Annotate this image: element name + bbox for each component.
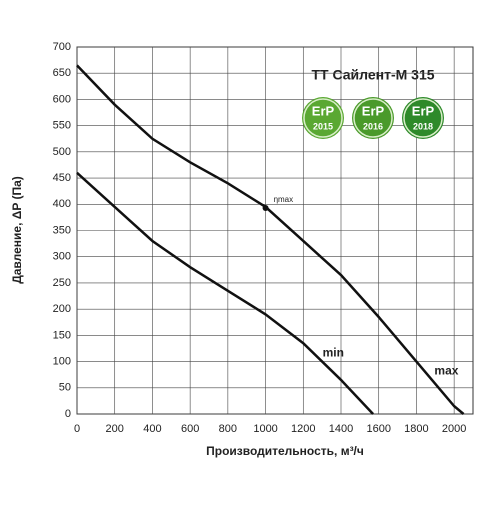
eta-max-point <box>262 204 269 211</box>
y-axis-label: Давление, ΔP (Па) <box>10 176 24 284</box>
eta-max-label: ηmax <box>274 195 294 204</box>
badge-circle <box>302 97 344 139</box>
x-axis-label: Производительность, м³/ч <box>206 444 364 458</box>
x-tick-label: 400 <box>143 423 161 435</box>
curve <box>76 171 374 415</box>
x-tick-label: 1200 <box>291 423 315 435</box>
badge-label: ErP <box>312 103 335 118</box>
y-tick-label: 50 <box>59 382 71 394</box>
y-tick-label: 150 <box>53 329 71 341</box>
y-tick-label: 500 <box>53 146 71 158</box>
x-tick-label: 800 <box>219 423 237 435</box>
chart-title: ТТ Сайлент-М 315 <box>311 67 434 83</box>
badge-ring <box>403 98 443 138</box>
y-tick-label: 550 <box>53 120 71 132</box>
y-tick-label: 300 <box>53 251 71 263</box>
y-tick-label: 200 <box>53 303 71 315</box>
x-tick-label: 1800 <box>404 423 428 435</box>
x-tick-label: 600 <box>181 423 199 435</box>
x-tick-label: 1600 <box>366 423 390 435</box>
y-tick-label: 650 <box>53 67 71 79</box>
x-tick-label: 2000 <box>442 423 466 435</box>
badge-circle <box>352 97 394 139</box>
y-tick-label: 100 <box>53 355 71 367</box>
badge-year: 2015 <box>313 121 333 131</box>
erp-badge: ErP 2016 <box>352 97 394 139</box>
erp-badge: ErP 2015 <box>302 97 344 139</box>
series-label: max <box>434 364 458 378</box>
y-tick-label: 700 <box>53 41 71 53</box>
badge-year: 2018 <box>413 121 433 131</box>
badge-circle <box>402 97 444 139</box>
badge-label: ErP <box>412 103 435 118</box>
y-tick-label: 350 <box>53 224 71 236</box>
badge-label: ErP <box>362 103 385 118</box>
y-tick-label: 250 <box>53 277 71 289</box>
x-tick-label: 1000 <box>253 423 277 435</box>
curve <box>76 64 465 415</box>
x-tick-label: 200 <box>106 423 124 435</box>
series-label: min <box>323 345 344 359</box>
badge-ring <box>353 98 393 138</box>
badge-ring <box>303 98 343 138</box>
y-tick-label: 600 <box>53 93 71 105</box>
badge-year: 2016 <box>363 121 383 131</box>
y-tick-label: 0 <box>65 408 71 420</box>
x-tick-label: 1400 <box>329 423 353 435</box>
x-tick-label: 0 <box>74 423 80 435</box>
y-tick-label: 400 <box>53 198 71 210</box>
erp-badge: ErP 2018 <box>402 97 444 139</box>
y-tick-label: 450 <box>53 172 71 184</box>
